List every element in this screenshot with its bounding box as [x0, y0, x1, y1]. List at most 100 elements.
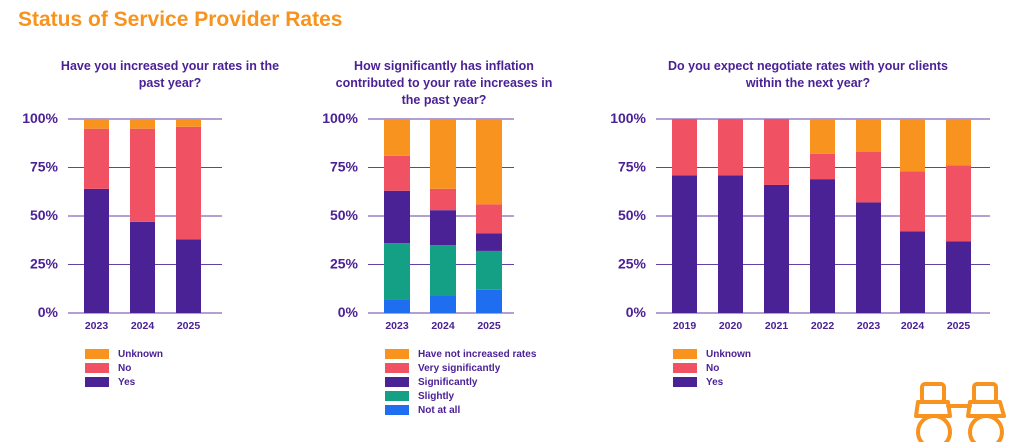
binoculars-icon — [914, 382, 1006, 442]
x-tick-label: 2024 — [901, 320, 925, 332]
bar-segment-no — [718, 119, 743, 176]
legend-item: Yes — [85, 375, 163, 389]
x-tick-label: 2020 — [719, 320, 743, 332]
x-tick-label: 2021 — [765, 320, 789, 332]
legend-label: Yes — [118, 376, 136, 388]
legend-swatch — [85, 377, 109, 387]
y-tick-label: 25% — [330, 256, 359, 272]
bar-segment-unknown — [856, 119, 881, 152]
bar-segment-no — [672, 119, 697, 176]
y-tick-label: 100% — [610, 110, 646, 126]
legend-item: Significantly — [385, 375, 536, 389]
legend-label: Not at all — [418, 404, 461, 416]
bar-segment-unknown — [176, 119, 201, 127]
legend-item: Not at all — [385, 403, 536, 417]
bar-segment-yes — [856, 202, 881, 313]
bar-segment-yes — [810, 179, 835, 313]
chart-3-legend: Unknown No Yes — [673, 347, 751, 389]
x-tick-label: 2024 — [131, 320, 155, 332]
y-tick-label: 25% — [618, 256, 647, 272]
x-tick-label: 2022 — [811, 320, 835, 332]
bar-segment-no — [176, 126, 201, 240]
bar-segment-not-at-all — [384, 299, 410, 313]
bar-segment-slightly — [476, 250, 502, 290]
legend-swatch — [385, 363, 409, 373]
bar-segment-unknown — [84, 119, 109, 129]
bar-segment-have-not-increased-rates — [430, 119, 456, 189]
legend-item: Yes — [673, 375, 751, 389]
bar-segment-no — [946, 165, 971, 242]
legend-item: No — [85, 361, 163, 375]
y-tick-label: 0% — [626, 304, 647, 320]
bar-segment-yes — [84, 188, 109, 313]
bar-segment-yes — [672, 175, 697, 313]
legend-swatch — [385, 377, 409, 387]
legend-label: No — [706, 362, 720, 374]
x-tick-label: 2024 — [431, 320, 455, 332]
bar-segment-significantly — [430, 210, 456, 246]
legend-item: Have not increased rates — [385, 347, 536, 361]
bar-segment-no — [810, 153, 835, 180]
chart-1-legend: Unknown No Yes — [85, 347, 163, 389]
legend-swatch — [385, 391, 409, 401]
chart-3-title: Do you expect negotiate rates with your … — [668, 59, 948, 90]
legend-item: No — [673, 361, 751, 375]
y-tick-label: 0% — [338, 304, 359, 320]
page-title: Status of Service Provider Rates — [18, 8, 343, 31]
legend-item: Slightly — [385, 389, 536, 403]
y-tick-label: 0% — [38, 304, 59, 320]
y-tick-label: 100% — [322, 110, 358, 126]
y-tick-label: 75% — [30, 159, 59, 175]
bar-segment-not-at-all — [430, 295, 456, 313]
chart-2-legend: Have not increased rates Very significant… — [385, 347, 536, 417]
legend-item: Very significantly — [385, 361, 536, 375]
y-tick-label: 75% — [330, 159, 359, 175]
bar-segment-no — [764, 119, 789, 185]
legend-label: Yes — [706, 376, 724, 388]
legend-swatch — [385, 349, 409, 359]
legend-label: Very significantly — [418, 362, 501, 374]
bar-segment-unknown — [810, 119, 835, 154]
bar-segment-no — [900, 171, 925, 232]
legend-label: Slightly — [418, 390, 455, 402]
x-tick-label: 2019 — [673, 320, 697, 332]
chart-2-title: How significantly has inflation contribu… — [335, 59, 553, 107]
bar-segment-yes — [764, 184, 789, 313]
y-tick-label: 25% — [30, 256, 59, 272]
bar-segment-no — [856, 151, 881, 203]
legend-swatch — [673, 377, 697, 387]
bar-segment-yes — [900, 231, 925, 313]
bar-segment-significantly — [384, 190, 410, 244]
legend-swatch — [85, 349, 109, 359]
y-tick-label: 50% — [30, 207, 59, 223]
x-tick-label: 2025 — [477, 320, 501, 332]
y-tick-label: 50% — [330, 207, 359, 223]
bar-segment-unknown — [900, 119, 925, 172]
legend-label: Have not increased rates — [418, 348, 537, 360]
legend-label: No — [118, 362, 132, 374]
bar-segment-very-significantly — [430, 188, 456, 211]
legend-swatch — [85, 363, 109, 373]
bar-segment-yes — [946, 241, 971, 313]
bar-segment-unknown — [130, 119, 155, 129]
bar-segment-yes — [718, 175, 743, 313]
bar-segment-yes — [130, 221, 155, 313]
legend-label: Unknown — [118, 348, 163, 360]
x-tick-label: 2023 — [385, 320, 409, 332]
legend-item: Unknown — [85, 347, 163, 361]
legend-label: Significantly — [418, 376, 478, 388]
legend-swatch — [673, 363, 697, 373]
bar-segment-slightly — [384, 243, 410, 300]
bar-segment-very-significantly — [384, 155, 410, 191]
bar-segment-no — [130, 128, 155, 222]
bar-segment-unknown — [946, 119, 971, 166]
x-tick-label: 2023 — [85, 320, 109, 332]
bar-segment-significantly — [476, 233, 502, 251]
bar-segment-no — [84, 128, 109, 189]
bar-segment-not-at-all — [476, 289, 502, 313]
x-tick-label: 2025 — [177, 320, 201, 332]
bar-segment-very-significantly — [476, 204, 502, 234]
chart-1-title: Have you increased your rates in the pas… — [60, 59, 280, 90]
legend-swatch — [673, 349, 697, 359]
